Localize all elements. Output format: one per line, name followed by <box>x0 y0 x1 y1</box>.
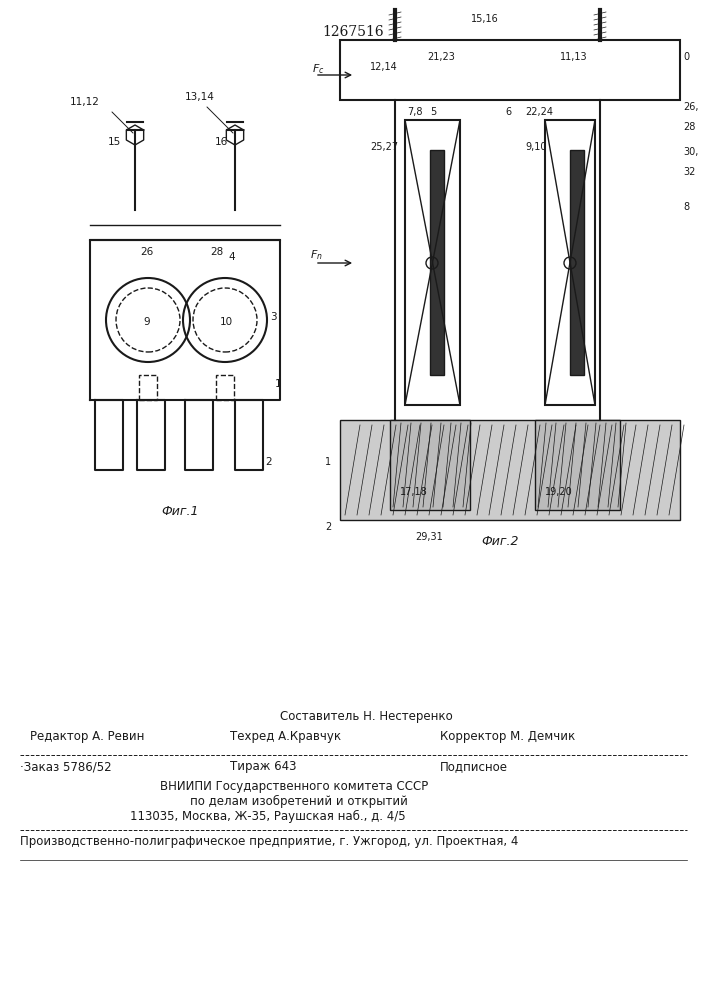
Text: 13,14: 13,14 <box>185 92 215 102</box>
Text: 11,13: 11,13 <box>560 52 588 62</box>
Text: по делам изобретений и открытий: по делам изобретений и открытий <box>190 795 408 808</box>
Text: 29,31: 29,31 <box>415 532 443 542</box>
Text: 25,27: 25,27 <box>370 142 398 152</box>
Text: 28: 28 <box>210 247 223 257</box>
Bar <box>390 420 470 510</box>
Bar <box>139 375 157 400</box>
Text: 28: 28 <box>683 122 696 132</box>
Text: 12,14: 12,14 <box>370 62 398 72</box>
Text: 21,23: 21,23 <box>427 52 455 62</box>
Text: 9,10: 9,10 <box>525 142 547 152</box>
Text: 3: 3 <box>270 312 276 322</box>
Text: 6: 6 <box>505 107 511 117</box>
Text: 5: 5 <box>430 107 436 117</box>
Text: 4: 4 <box>228 252 235 262</box>
Text: 30,: 30, <box>683 147 699 157</box>
Text: 0: 0 <box>683 52 689 62</box>
Bar <box>570 150 584 375</box>
Text: 2: 2 <box>265 457 271 467</box>
Text: 15: 15 <box>108 137 121 147</box>
Text: Редактор А. Ревин: Редактор А. Ревин <box>30 730 144 743</box>
Text: Составитель Н. Нестеренко: Составитель Н. Нестеренко <box>280 710 452 723</box>
Text: 113035, Москва, Ж-35, Раушская наб., д. 4/5: 113035, Москва, Ж-35, Раушская наб., д. … <box>130 810 406 823</box>
Text: 2: 2 <box>325 522 332 532</box>
Text: Тираж 643: Тираж 643 <box>230 760 296 773</box>
Text: 15,16: 15,16 <box>471 14 499 24</box>
Text: 7,8: 7,8 <box>407 107 423 117</box>
Text: 11,12: 11,12 <box>70 97 100 107</box>
Text: 1267516: 1267516 <box>322 25 384 39</box>
Text: ВНИИПИ Государственного комитета СССР: ВНИИПИ Государственного комитета СССР <box>160 780 428 793</box>
Text: 26,: 26, <box>683 102 699 112</box>
Bar <box>216 375 234 400</box>
Text: 10: 10 <box>220 317 233 327</box>
Text: 32: 32 <box>683 167 696 177</box>
Text: Производственно-полиграфическое предприятие, г. Ужгород, ул. Проектная, 4: Производственно-полиграфическое предприя… <box>20 835 518 848</box>
Text: Фиг.2: Фиг.2 <box>481 535 519 548</box>
Text: Техред А.Кравчук: Техред А.Кравчук <box>230 730 341 743</box>
Text: ·Заказ 5786/52: ·Заказ 5786/52 <box>20 760 112 773</box>
Text: Фиг.1: Фиг.1 <box>161 505 199 518</box>
Text: Подписное: Подписное <box>440 760 508 773</box>
Bar <box>340 40 680 100</box>
Text: 1: 1 <box>275 379 281 389</box>
Text: Корректор М. Демчик: Корректор М. Демчик <box>440 730 575 743</box>
Text: 19,20: 19,20 <box>545 487 573 497</box>
Text: 17,18: 17,18 <box>400 487 428 497</box>
Text: $F_c$: $F_c$ <box>312 62 325 76</box>
Bar <box>545 120 595 405</box>
Text: 9: 9 <box>143 317 150 327</box>
Bar <box>535 420 620 510</box>
Text: 26: 26 <box>140 247 153 257</box>
Bar <box>405 120 460 405</box>
Text: 16: 16 <box>215 137 228 147</box>
Text: 1: 1 <box>325 457 331 467</box>
Bar <box>340 420 680 520</box>
Text: 22,24: 22,24 <box>525 107 553 117</box>
Text: $F_n$: $F_n$ <box>310 248 323 262</box>
Bar <box>430 150 444 375</box>
Text: 8: 8 <box>683 202 689 212</box>
